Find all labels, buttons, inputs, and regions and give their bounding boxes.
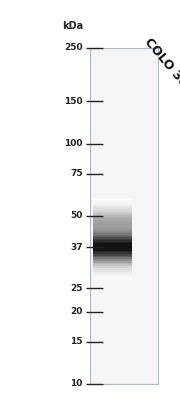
Bar (93, 239, 132, 240)
Bar (93, 272, 132, 274)
Bar (93, 254, 132, 256)
Bar (93, 221, 132, 222)
Bar (93, 207, 132, 208)
Text: 20: 20 (70, 307, 83, 316)
Text: 15: 15 (70, 337, 83, 346)
Text: 50: 50 (70, 212, 83, 220)
Bar (93, 258, 132, 259)
Bar (93, 212, 132, 213)
Bar (93, 218, 132, 220)
Bar (93, 278, 132, 280)
Text: COLO 38: COLO 38 (141, 36, 180, 90)
Bar (93, 231, 132, 232)
Bar (93, 238, 132, 239)
Bar (93, 214, 132, 215)
Bar (93, 256, 132, 258)
Bar (93, 205, 132, 206)
Bar (93, 246, 132, 248)
Bar (93, 236, 132, 238)
Bar (93, 233, 132, 235)
Bar (93, 263, 132, 264)
Bar (93, 202, 132, 203)
Text: 100: 100 (64, 139, 83, 148)
Bar (93, 213, 132, 214)
Bar (93, 276, 132, 278)
Bar (93, 264, 132, 266)
Bar (93, 249, 132, 251)
Bar (93, 220, 132, 221)
Text: 25: 25 (70, 284, 83, 293)
Bar (93, 235, 132, 236)
Text: 37: 37 (70, 243, 83, 252)
Bar (93, 204, 132, 205)
Bar (93, 232, 132, 233)
Bar (93, 199, 132, 200)
Bar (93, 240, 132, 242)
Bar (90, 48, 158, 384)
Bar (93, 252, 132, 254)
Bar (93, 206, 132, 207)
Bar (93, 227, 132, 228)
Bar (93, 274, 132, 276)
Bar (93, 266, 132, 268)
Bar (93, 243, 132, 245)
Text: kDa: kDa (62, 21, 83, 31)
Bar (93, 228, 132, 230)
Bar (93, 224, 132, 226)
Bar (93, 222, 132, 223)
Bar (93, 223, 132, 224)
Bar (93, 248, 132, 249)
Bar (93, 208, 132, 210)
Bar (93, 230, 132, 231)
Bar (93, 210, 132, 212)
Bar (93, 251, 132, 252)
Bar (93, 261, 132, 263)
Text: 75: 75 (70, 169, 83, 178)
Bar (93, 216, 132, 217)
Bar (93, 226, 132, 227)
Bar (93, 215, 132, 216)
Bar (93, 245, 132, 246)
Bar (93, 270, 132, 272)
Bar (93, 242, 132, 243)
Text: 10: 10 (70, 380, 83, 388)
Bar (93, 201, 132, 202)
Bar (93, 217, 132, 218)
Bar (93, 203, 132, 204)
Text: 250: 250 (64, 44, 83, 52)
Text: 150: 150 (64, 97, 83, 106)
Bar (93, 268, 132, 270)
Bar (93, 200, 132, 201)
Bar (93, 259, 132, 261)
